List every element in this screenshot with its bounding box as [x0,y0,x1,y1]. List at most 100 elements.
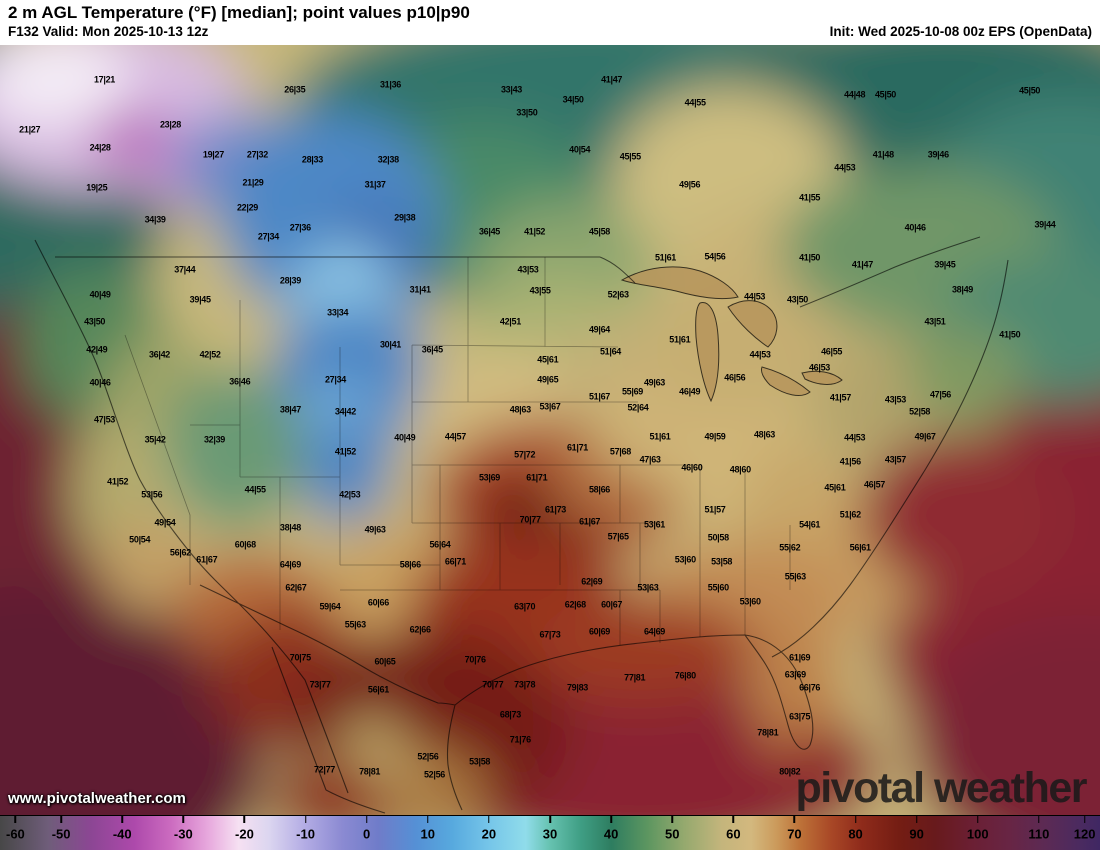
station-value: 60|66 [367,597,389,608]
colorbar-ticks: -60 -50 -40 -30 -20 -10 0 10 20 30 40 50 60 70 80 90 100… [0,816,1100,850]
station-value: 62|66 [409,624,431,635]
map-area: 17|21 26|35 31|36 33|43 41|47 34|50 44|55 44|48… [0,45,1100,815]
station-value: 46|53 [808,362,831,373]
colorbar-tickmark [182,816,185,823]
station-value: 19|27 [202,149,224,160]
colorbar-tick-label: 90 [909,826,924,842]
station-value: 61|67 [579,516,601,527]
station-value: 52|58 [909,406,931,417]
station-value: 46|55 [821,346,843,357]
station-value: 56|61 [367,684,389,695]
station-value: 42|53 [339,489,361,500]
station-value: 73|77 [309,679,331,690]
colorbar-tickmark [793,816,796,823]
station-value: 27|34 [324,374,347,385]
colorbar-tick-label: 40 [603,826,619,842]
colorbar-tickmark [121,816,123,823]
station-value: 46|60 [681,462,703,473]
station-value: 79|83 [566,682,589,693]
station-value: 34|39 [144,214,166,225]
colorbar-tickmark [671,816,673,823]
station-value: 45|55 [619,151,641,162]
station-value: 49|67 [914,431,936,442]
station-value: 50|58 [707,532,729,543]
station-value: 64|69 [279,559,301,570]
station-value: 28|39 [279,275,301,286]
station-value: 43|57 [884,454,906,465]
station-value: 78|81 [757,727,779,738]
colorbar-tickmark [732,816,735,823]
station-value: 33|50 [516,107,538,118]
station-value: 53|69 [478,472,501,483]
colorbar-tick-label: 70 [787,826,802,842]
station-value: 55|63 [344,619,366,630]
station-value: 41|56 [839,456,861,467]
station-value: 63|69 [784,669,806,680]
station-value: 41|50 [999,329,1021,340]
station-value: 49|65 [537,374,559,385]
station-value: 50|54 [129,534,151,545]
station-value: 22|29 [236,202,259,213]
station-value: 49|59 [704,431,726,442]
station-value: 47|53 [93,414,116,425]
station-value: 21|29 [242,177,264,188]
station-value: 53|60 [739,596,761,607]
station-value: 51|62 [839,509,861,520]
station-value: 31|36 [379,79,402,90]
station-value: 60|65 [374,656,396,667]
valid-time-label: F132 Valid: Mon 2025-10-13 12z [8,24,209,40]
station-value: 46|57 [863,479,886,490]
station-value: 58|66 [399,559,421,570]
station-value: 36|45 [421,344,443,355]
station-value: 42|51 [499,316,521,327]
station-value: 27|36 [289,222,311,233]
station-value: 21|27 [19,124,41,135]
colorbar: -60 -50 -40 -30 -20 -10 0 10 20 30 40 50 60 70 80 90 100… [0,815,1100,850]
station-value: 67|73 [539,629,561,640]
colorbar-tick-label: 50 [664,826,680,842]
station-value: 61|71 [566,442,589,453]
station-value: 53|58 [711,556,733,567]
colorbar-tickmark [488,816,490,823]
station-value: 78|81 [359,766,381,777]
colorbar-tick-label: 80 [848,826,863,842]
colorbar-tickmark [243,816,246,823]
station-value: 33|34 [327,307,349,318]
station-value: 56|64 [429,539,451,550]
station-value: 49|54 [154,517,176,528]
great-lakes [620,266,843,403]
station-value: 37|44 [174,264,196,275]
station-value: 52|56 [417,751,439,762]
colorbar-tickmark [854,816,857,823]
station-value: 44|55 [684,97,706,108]
colorbar-tick-label: 10 [420,826,435,842]
station-value: 51|61 [669,334,691,345]
station-value: 43|53 [517,264,539,275]
colorbar-tick-label: -60 [5,826,25,842]
station-value: 53|60 [674,554,696,565]
station-value: 41|52 [107,476,129,487]
colorbar-tick-label: 0 [363,826,371,842]
logo: pivotal weather [795,764,1087,812]
colorbar-tickmark [1038,816,1040,823]
station-value: 46|56 [724,372,746,383]
station-value: 45|58 [588,226,611,237]
colorbar-tick-label: -30 [173,826,193,842]
station-value: 41|57 [829,392,851,403]
station-value: 51|57 [704,504,726,515]
colorbar-tick-label: 20 [481,826,497,842]
station-value: 53|61 [643,519,666,530]
station-value: 44|55 [244,484,266,495]
station-value: 41|47 [601,74,623,85]
station-value: 33|43 [500,84,523,95]
station-value: 45|61 [537,354,559,365]
colorbar-tick-label: -10 [296,826,315,842]
station-value: 70|76 [464,654,486,665]
station-value: 38|49 [951,284,974,295]
station-value: 41|48 [872,149,894,160]
station-value: 30|41 [379,339,402,350]
station-value: 73|78 [514,679,536,690]
station-value: 44|57 [444,431,466,442]
station-value: 63|70 [514,601,536,612]
station-value: 57|68 [609,446,631,457]
